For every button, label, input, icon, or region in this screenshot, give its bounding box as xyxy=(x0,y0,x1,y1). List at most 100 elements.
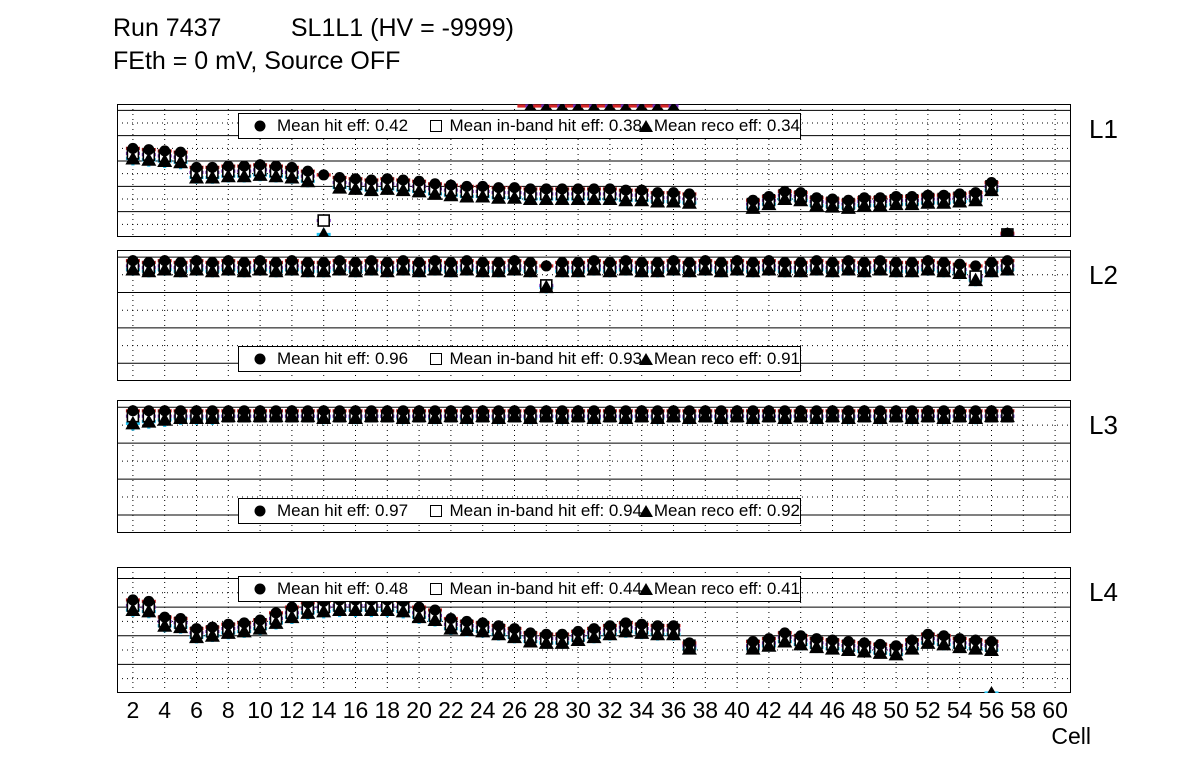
marker-reco-triangle xyxy=(252,621,268,635)
marker-hit-circle xyxy=(127,594,139,606)
marker-hit-circle xyxy=(286,255,298,267)
legend-reco-label: Mean reco eff: 0.92 xyxy=(653,501,800,520)
marker-reco-triangle xyxy=(459,410,475,424)
marker-hit-circle xyxy=(795,256,807,268)
marker-hit-circle xyxy=(842,405,854,417)
marker-reco-triangle xyxy=(777,263,793,278)
marker-hit-circle xyxy=(636,618,648,630)
marker-reco-triangle xyxy=(316,410,332,424)
x-axis-title: Cell xyxy=(1051,723,1091,749)
marker-reco-triangle xyxy=(141,263,157,278)
marker-reco-triangle xyxy=(522,263,538,278)
legend-l2[interactable]: Mean hit eff: 0.96 Mean in-band hit eff: … xyxy=(238,346,801,372)
marker-reco-triangle xyxy=(522,633,538,648)
marker-reco-triangle xyxy=(618,192,634,207)
marker-reco-triangle xyxy=(809,261,825,276)
panel-frame xyxy=(117,567,1071,693)
marker-reco-triangle xyxy=(363,602,379,616)
legend-l4[interactable]: Mean hit eff: 0.48 Mean in-band hit eff: … xyxy=(238,576,801,602)
marker-hit-circle xyxy=(493,405,505,417)
legend-reco: Mean reco eff: 0.41 xyxy=(638,579,800,599)
marker-reco-triangle xyxy=(363,261,379,276)
marker-hit-circle xyxy=(588,255,600,267)
panel-label-l4: L4 xyxy=(1089,577,1118,607)
marker-hit-circle xyxy=(795,630,807,642)
marker-hit-circle xyxy=(604,256,616,268)
marker-reco-triangle xyxy=(363,182,379,197)
marker-hit-circle xyxy=(365,255,377,267)
marker-reco-triangle xyxy=(395,261,411,276)
marker-reco-triangle xyxy=(316,603,332,618)
legend-hit: Mean hit eff: 0.42 xyxy=(239,116,427,136)
marker-hit-circle xyxy=(620,255,632,267)
x-tick-label: 16 xyxy=(342,697,369,723)
marker-reco-triangle xyxy=(681,263,697,278)
marker-reco-triangle xyxy=(204,410,220,424)
marker-reco-triangle xyxy=(204,263,220,278)
marker-hit-circle xyxy=(811,405,823,417)
plot-panel-l2: Mean hit eff: 0.96 Mean in-band hit eff: … xyxy=(117,250,1071,381)
legend-inband-marker-icon xyxy=(427,351,446,367)
marker-reco-triangle xyxy=(586,191,602,205)
marker-hit-circle xyxy=(509,405,520,417)
marker-reco-triangle xyxy=(189,410,204,424)
marker-reco-triangle xyxy=(125,150,141,165)
marker-hit-circle xyxy=(143,256,155,268)
marker-hit-circle xyxy=(127,255,139,267)
marker-hit-circle xyxy=(970,260,982,272)
marker-hit-circle xyxy=(1001,227,1013,237)
panel-frame xyxy=(117,250,1071,381)
marker-hit-circle xyxy=(206,256,218,268)
legend-l1[interactable]: Mean hit eff: 0.42 Mean in-band hit eff: … xyxy=(238,113,801,139)
marker-hit-circle xyxy=(652,405,664,417)
legend-reco-marker-icon xyxy=(638,581,653,597)
marker-reco-triangle xyxy=(554,635,570,649)
marker-reco-triangle xyxy=(586,410,602,424)
marker-reco-triangle xyxy=(300,263,316,278)
legend-hit: Mean hit eff: 0.48 xyxy=(239,579,427,599)
marker-hit-circle xyxy=(524,256,536,268)
marker-reco-triangle xyxy=(840,642,856,657)
marker-hit-circle xyxy=(286,161,298,173)
marker-reco-triangle xyxy=(618,623,634,638)
x-tick-label: 48 xyxy=(851,697,878,723)
marker-hit-circle xyxy=(588,405,600,417)
marker-reco-triangle xyxy=(443,187,459,202)
marker-reco-triangle xyxy=(379,181,395,195)
marker-hit-circle xyxy=(175,405,187,417)
panel-label-l3: L3 xyxy=(1089,410,1118,440)
marker-reco-triangle xyxy=(570,263,586,278)
marker-reco-triangle xyxy=(173,410,189,424)
marker-reco-triangle xyxy=(968,410,984,424)
legend-hit-label: Mean hit eff: 0.48 xyxy=(277,579,409,598)
marker-hit-circle xyxy=(540,405,552,417)
marker-reco-triangle xyxy=(125,261,141,276)
panel-label-l2: L2 xyxy=(1089,260,1118,290)
x-tick-label: 52 xyxy=(915,697,941,723)
marker-reco-triangle xyxy=(284,169,300,184)
marker-hit-circle xyxy=(906,405,918,417)
marker-reco-triangle xyxy=(809,410,825,424)
marker-hit-circle xyxy=(620,184,632,196)
x-tick-label: 22 xyxy=(438,697,464,723)
marker-hit-circle xyxy=(461,180,473,192)
plot-title: Run 7437 SL1L1 (HV = -9999) FEth = 0 mV,… xyxy=(113,12,514,78)
legend-inband: Mean in-band hit eff: 0.44 xyxy=(427,579,642,599)
marker-reco-triangle xyxy=(491,190,507,204)
marker-hit-circle xyxy=(159,145,171,157)
marker-reco-triangle xyxy=(586,261,602,276)
marker-reco-triangle xyxy=(268,615,284,629)
marker-hit-circle xyxy=(938,630,950,642)
marker-hit-circle xyxy=(938,189,950,201)
marker-hit-circle xyxy=(874,405,886,417)
legend-l3[interactable]: Mean hit eff: 0.97 Mean in-band hit eff: … xyxy=(238,498,801,524)
marker-hit-circle xyxy=(842,255,854,267)
marker-reco-triangle xyxy=(904,641,920,655)
marker-reco-triangle xyxy=(872,410,888,424)
marker-hit-circle xyxy=(795,405,807,417)
marker-hit-circle xyxy=(270,256,282,268)
marker-reco-triangle xyxy=(634,625,650,639)
marker-reco-triangle xyxy=(650,410,666,424)
marker-hit-circle xyxy=(175,613,187,625)
